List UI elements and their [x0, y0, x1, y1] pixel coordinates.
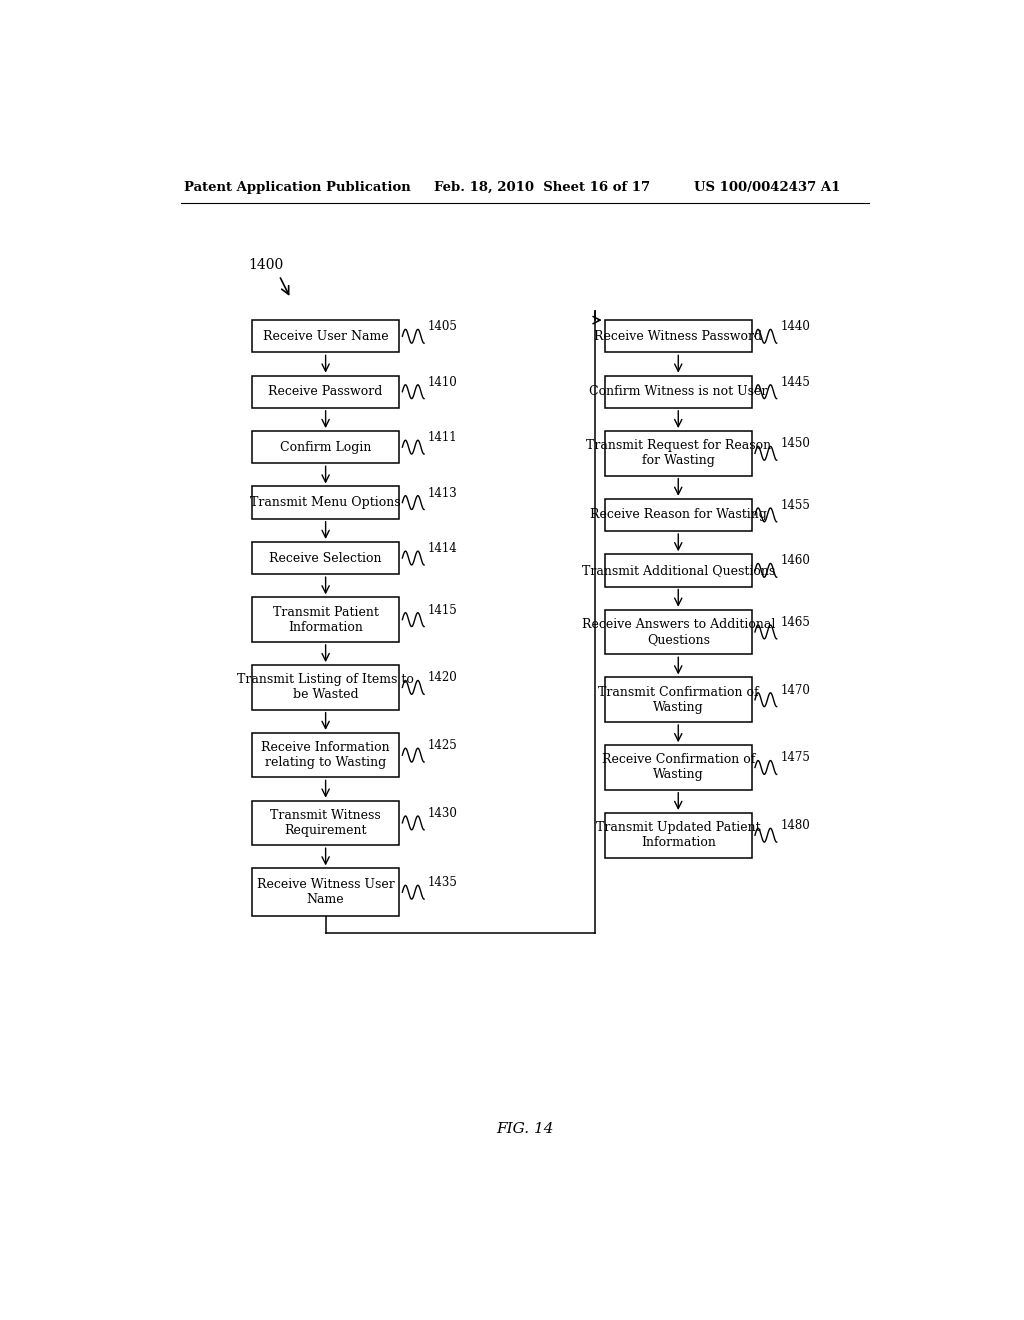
Text: Confirm Witness is not User: Confirm Witness is not User	[589, 385, 767, 399]
FancyBboxPatch shape	[604, 499, 752, 531]
Text: 1465: 1465	[780, 616, 810, 628]
Text: Transmit Updated Patient
Information: Transmit Updated Patient Information	[596, 821, 761, 849]
Text: Receive User Name: Receive User Name	[263, 330, 388, 343]
FancyBboxPatch shape	[604, 677, 752, 722]
Text: 1455: 1455	[780, 499, 810, 512]
FancyBboxPatch shape	[252, 376, 399, 408]
Text: Transmit Witness
Requirement: Transmit Witness Requirement	[270, 809, 381, 837]
Text: 1470: 1470	[780, 684, 810, 697]
Text: Receive Answers to Additional
Questions: Receive Answers to Additional Questions	[582, 618, 775, 645]
Text: 1430: 1430	[428, 807, 458, 820]
Text: 1440: 1440	[780, 321, 810, 333]
Text: Receive Confirmation of
Wasting: Receive Confirmation of Wasting	[601, 754, 755, 781]
FancyBboxPatch shape	[604, 746, 752, 789]
Text: 1415: 1415	[428, 603, 458, 616]
FancyBboxPatch shape	[252, 543, 399, 574]
Text: 1413: 1413	[428, 487, 458, 499]
Text: 1405: 1405	[428, 321, 458, 333]
Text: Receive Password: Receive Password	[268, 385, 383, 399]
Text: 1420: 1420	[428, 672, 458, 684]
FancyBboxPatch shape	[252, 869, 399, 916]
FancyBboxPatch shape	[252, 487, 399, 519]
Text: Receive Witness User
Name: Receive Witness User Name	[257, 878, 394, 907]
Text: 1475: 1475	[780, 751, 810, 764]
Text: Transmit Additional Questions: Transmit Additional Questions	[582, 564, 775, 577]
Text: 1460: 1460	[780, 554, 810, 568]
Text: Receive Witness Password: Receive Witness Password	[594, 330, 762, 343]
Text: 1411: 1411	[428, 432, 458, 444]
Text: Transmit Menu Options: Transmit Menu Options	[250, 496, 401, 510]
FancyBboxPatch shape	[604, 376, 752, 408]
Text: US 100/0042437 A1: US 100/0042437 A1	[693, 181, 840, 194]
Text: 1414: 1414	[428, 543, 458, 554]
Text: 1445: 1445	[780, 376, 810, 388]
FancyBboxPatch shape	[604, 813, 752, 858]
FancyBboxPatch shape	[252, 432, 399, 463]
Text: Receive Selection: Receive Selection	[269, 552, 382, 565]
FancyBboxPatch shape	[252, 321, 399, 352]
FancyBboxPatch shape	[604, 432, 752, 475]
Text: Receive Information
relating to Wasting: Receive Information relating to Wasting	[261, 741, 390, 770]
Text: Confirm Login: Confirm Login	[280, 441, 372, 454]
FancyBboxPatch shape	[252, 801, 399, 845]
Text: 1480: 1480	[780, 820, 810, 832]
FancyBboxPatch shape	[252, 665, 399, 710]
FancyBboxPatch shape	[604, 321, 752, 352]
Text: FIG. 14: FIG. 14	[496, 1122, 554, 1135]
Text: Transmit Request for Reason
for Wasting: Transmit Request for Reason for Wasting	[586, 440, 771, 467]
Text: Receive Reason for Wasting: Receive Reason for Wasting	[590, 508, 767, 521]
Text: Patent Application Publication: Patent Application Publication	[183, 181, 411, 194]
FancyBboxPatch shape	[252, 598, 399, 642]
Text: Feb. 18, 2010  Sheet 16 of 17: Feb. 18, 2010 Sheet 16 of 17	[434, 181, 650, 194]
FancyBboxPatch shape	[252, 733, 399, 777]
FancyBboxPatch shape	[604, 610, 752, 655]
FancyBboxPatch shape	[604, 554, 752, 586]
Text: Transmit Listing of Items to
be Wasted: Transmit Listing of Items to be Wasted	[238, 673, 414, 701]
Text: Transmit Patient
Information: Transmit Patient Information	[272, 606, 379, 634]
Text: 1400: 1400	[248, 257, 284, 272]
Text: Transmit Confirmation of
Wasting: Transmit Confirmation of Wasting	[598, 685, 759, 714]
Text: 1435: 1435	[428, 876, 458, 890]
Text: 1450: 1450	[780, 437, 810, 450]
Text: 1410: 1410	[428, 376, 458, 388]
Text: 1425: 1425	[428, 739, 458, 752]
